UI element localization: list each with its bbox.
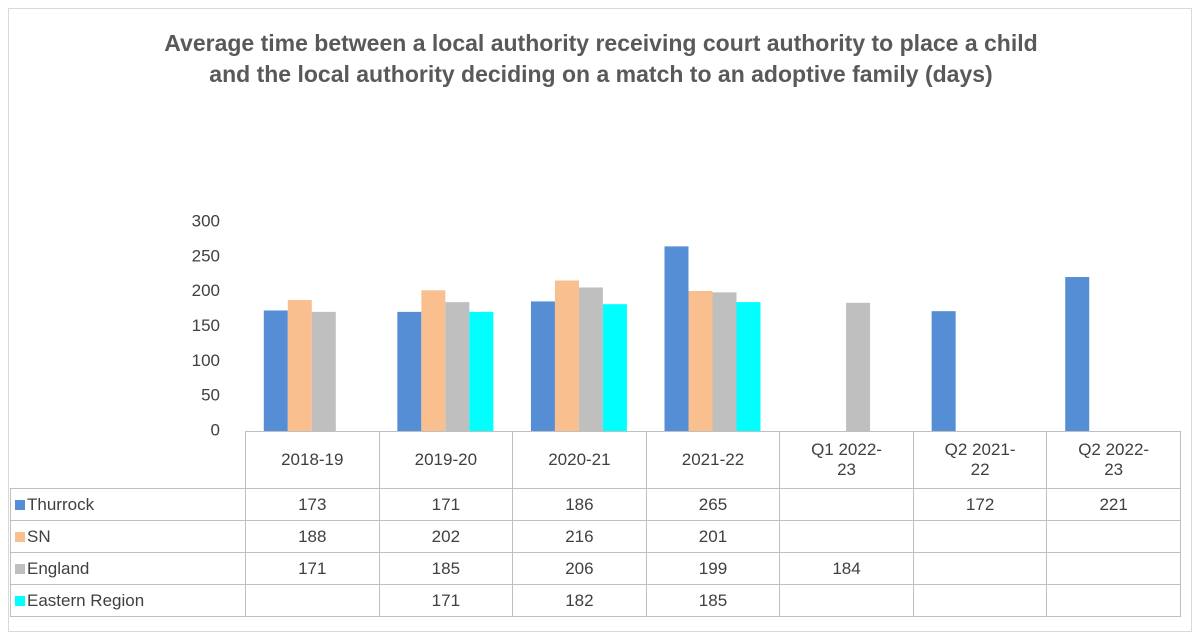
x-tick-label: 2018-19: [245, 431, 380, 489]
table-cell: [245, 584, 380, 617]
legend-swatch: [15, 531, 25, 542]
legend-label: England: [27, 558, 90, 578]
table-cell: 188: [245, 520, 380, 553]
table-cell: 171: [378, 584, 514, 617]
y-tick-label: 0: [211, 420, 220, 439]
table-cell: 171: [245, 552, 380, 585]
bar: [664, 246, 689, 431]
data-table: 2018-19 2019-20 2020-21 2021-22 Q1 2022-23 Q2…: [10, 431, 1181, 617]
bar: [688, 290, 713, 431]
chart-frame: [8, 8, 1192, 632]
table-cell: 184: [779, 552, 914, 585]
table-row: England 171 185 206 199 184: [10, 552, 1181, 585]
legend-label: SN: [27, 526, 51, 546]
legend-swatch: [15, 499, 25, 510]
bar: [421, 290, 446, 431]
table-cell: 199: [645, 552, 781, 585]
bar: [846, 302, 871, 431]
x-tick-label: 2019-20: [378, 431, 514, 489]
legend-label: Eastern Region: [27, 590, 145, 610]
table-cell: 182: [512, 584, 647, 617]
table-row: Thurrock 173 171 186 265 172 221: [10, 488, 1181, 521]
table-cell: [779, 488, 914, 521]
table-cell: 171: [378, 488, 514, 521]
bar: [736, 302, 761, 431]
x-tick-label: Q2 2021-22: [912, 431, 1048, 489]
y-tick-label: 50: [201, 386, 220, 405]
table-cell: [912, 552, 1048, 585]
table-cell: [779, 584, 914, 617]
bar: [311, 311, 336, 431]
x-tick-label: Q2 2022-23: [1046, 431, 1181, 489]
chart-title: Average time between a local authority r…: [164, 30, 1038, 87]
table-cell: [1046, 520, 1181, 553]
bar: [445, 302, 470, 431]
bar: [554, 280, 579, 431]
table-cell: [912, 584, 1048, 617]
legend-cell: SN: [10, 520, 246, 553]
y-tick-label: 300: [192, 211, 220, 230]
table-cell: 172: [912, 488, 1048, 521]
table-cell: 221: [1046, 488, 1181, 521]
bar: [263, 310, 288, 431]
table-cell: 202: [378, 520, 514, 553]
bar: [931, 311, 956, 431]
table-cell: [1046, 584, 1181, 617]
corner-cell: [10, 431, 246, 489]
bar: [1065, 277, 1090, 431]
y-tick-label: 200: [192, 281, 220, 300]
bar: [397, 311, 422, 431]
table-cell: 185: [645, 584, 781, 617]
legend-cell: England: [10, 552, 246, 585]
legend-cell: Eastern Region: [10, 584, 246, 617]
table-cell: [779, 520, 914, 553]
table-cell: 265: [645, 488, 781, 521]
table-cell: 186: [512, 488, 647, 521]
table-cell: 201: [645, 520, 781, 553]
x-tick-label: 2020-21: [512, 431, 647, 489]
bar: [287, 300, 312, 431]
bar: [712, 292, 737, 431]
bar: [469, 311, 494, 431]
table-cell: [1046, 552, 1181, 585]
legend-swatch: [15, 595, 25, 606]
bar: [602, 304, 627, 431]
legend-cell: Thurrock: [10, 488, 246, 521]
y-tick-label: 100: [192, 351, 220, 370]
y-tick-label: 250: [192, 246, 220, 265]
table-cell: [912, 520, 1048, 553]
table-cell: 185: [378, 552, 514, 585]
bar: [578, 287, 603, 431]
table-cell: 173: [245, 488, 380, 521]
table-cell: 206: [512, 552, 647, 585]
table-cell: 216: [512, 520, 647, 553]
bar: [530, 301, 555, 431]
legend-label: Thurrock: [27, 494, 95, 514]
table-row: SN 188 202 216 201: [10, 520, 1181, 553]
x-tick-label: Q1 2022-23: [779, 431, 914, 489]
legend-swatch: [15, 563, 25, 574]
x-tick-label: 2021-22: [645, 431, 781, 489]
y-tick-label: 150: [192, 316, 220, 335]
table-row: Eastern Region 171 182 185: [10, 584, 1181, 617]
header-row: 2018-19 2019-20 2020-21 2021-22 Q1 2022-23 Q2…: [10, 431, 1181, 489]
